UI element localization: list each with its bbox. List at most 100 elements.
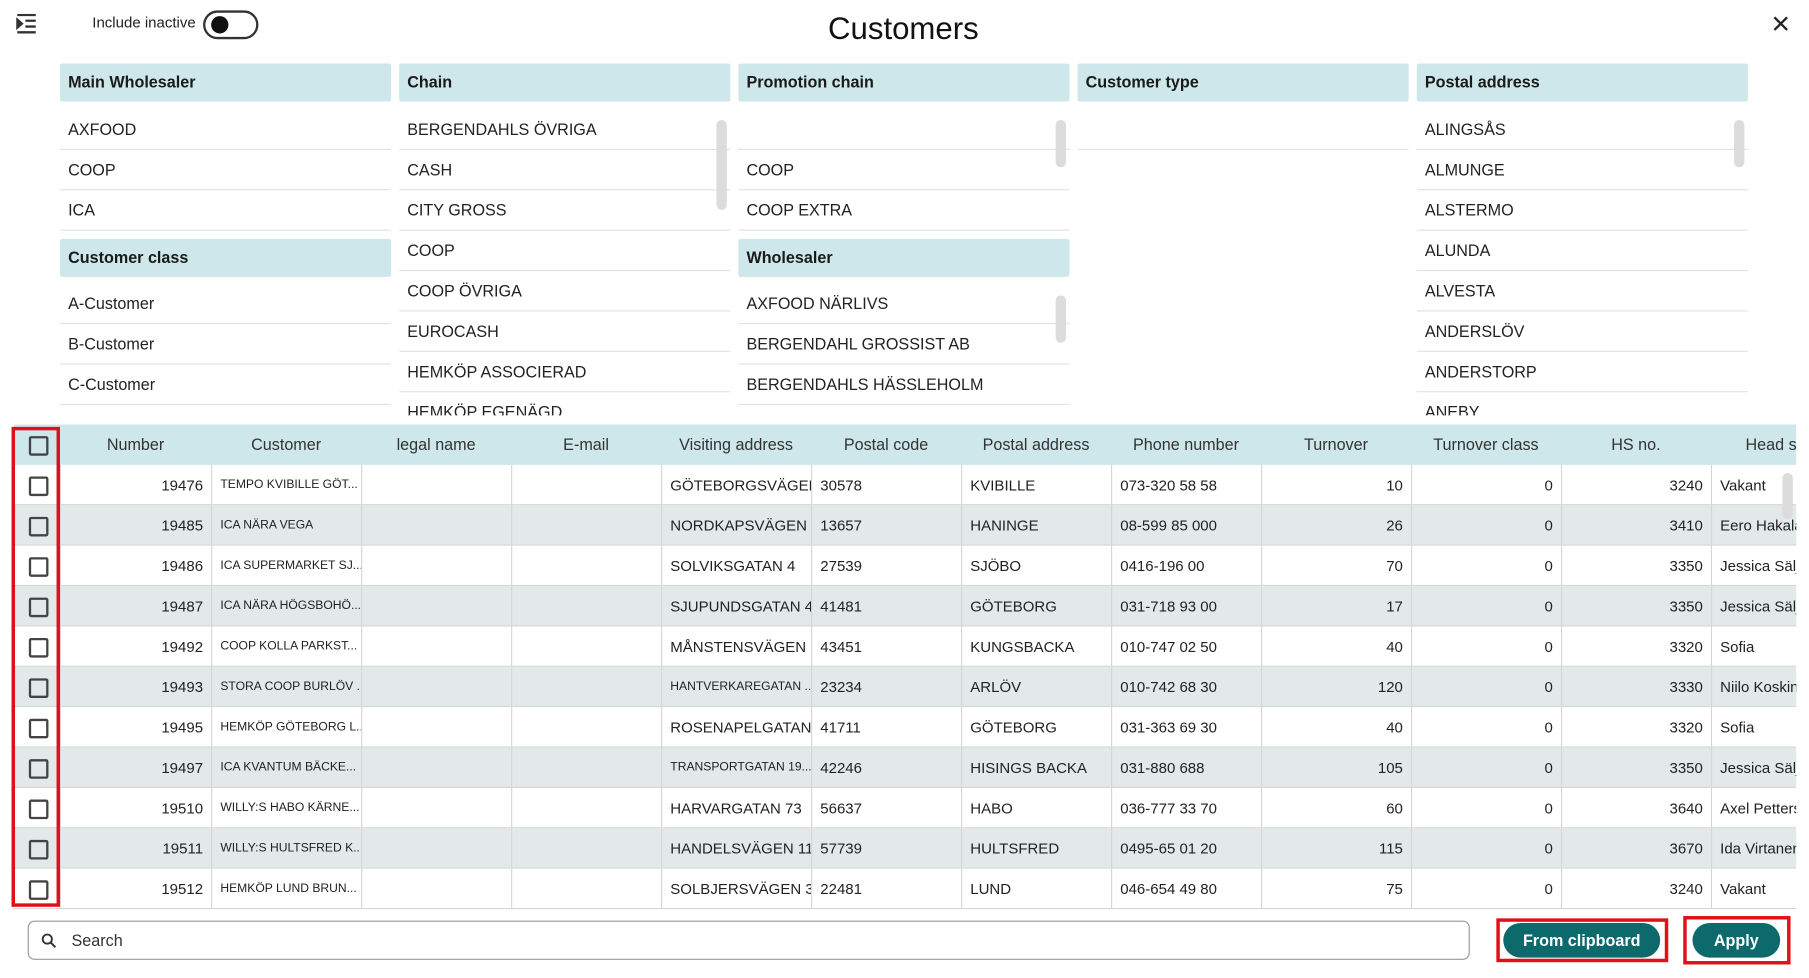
table-cell: 0	[1410, 464, 1561, 506]
filter-item[interactable]: ANDERSTORP	[1416, 352, 1748, 393]
filter-item[interactable]: BERGENDAHLS HÄSSLEHOLM	[738, 365, 1070, 405]
filter-item[interactable]: CITY GROSS	[399, 190, 731, 231]
filter-item[interactable]: ALMUNGE	[1416, 150, 1748, 191]
table-cell: HEMKÖP LUND BRUN...	[211, 868, 361, 910]
filter-item[interactable]: ANEBY	[1417, 392, 1748, 416]
filter-item[interactable]: B-Customer	[59, 324, 392, 365]
filter-item[interactable]: BERGENDAHL GROSSIST AB	[738, 324, 1070, 365]
table-cell: 19486	[59, 545, 211, 587]
filter-list	[1077, 110, 1409, 150]
filter-item[interactable]: A-Customer	[59, 284, 392, 325]
table-cell: STORA COOP BURLÖV ...	[211, 666, 361, 708]
table-cell: ICA NÄRA HÖGSBOHÖ...	[211, 586, 361, 627]
filter-item[interactable]: CASH	[399, 150, 731, 191]
filter-item[interactable]: COOP	[399, 231, 731, 272]
row-checkbox[interactable]	[28, 678, 49, 698]
table-cell	[361, 666, 511, 708]
filter-item[interactable]: COOP	[59, 150, 392, 191]
table-scrollbar[interactable]	[1782, 473, 1793, 520]
include-inactive-toggle[interactable]	[203, 10, 259, 40]
row-checkbox[interactable]	[28, 718, 49, 739]
filter-item[interactable]: AXFOOD	[59, 110, 392, 150]
filter-item[interactable]: ALINGSÅS	[1416, 110, 1748, 150]
row-checkbox[interactable]	[28, 880, 49, 900]
filter-item[interactable]: COOP EXTRA	[738, 190, 1070, 231]
row-checkbox[interactable]	[28, 799, 49, 820]
table-cell: 073-320 58 58	[1111, 464, 1261, 506]
filter-header: Customer class	[59, 238, 392, 277]
table-cell: ICA NÄRA VEGA	[211, 505, 361, 546]
table-cell: 031-363 69 30	[1111, 707, 1261, 748]
column-header: Number	[106, 434, 165, 454]
table-cell: 41481	[811, 586, 961, 627]
highlight-box	[11, 426, 60, 907]
filter-item[interactable]: HEMKÖP ASSOCIERAD	[399, 352, 731, 393]
table-cell: 036-777 33 70	[1111, 787, 1261, 829]
column-header: Postal code	[843, 434, 929, 454]
table-cell: 0	[1410, 505, 1561, 546]
filter-item[interactable]: AXFOOD NÄRLIVS	[738, 284, 1070, 325]
table-cell: 42246	[811, 747, 961, 788]
scrollbar-thumb[interactable]	[716, 119, 727, 210]
scrollbar-thumb[interactable]	[1734, 119, 1745, 168]
search-box[interactable]: Search	[27, 920, 1470, 960]
highlight-box	[1683, 916, 1791, 965]
menu-icon[interactable]	[16, 13, 37, 34]
filter-item[interactable]: ALSTERMO	[1416, 190, 1748, 231]
filter-item[interactable]: COOP ÖVRIGA	[399, 271, 731, 312]
search-placeholder: Search	[71, 931, 123, 950]
row-checkbox[interactable]	[28, 637, 49, 658]
table-cell: 19492	[59, 626, 211, 667]
filter-row[interactable]	[738, 110, 1070, 150]
filter-item[interactable]: ANDERSLÖV	[1416, 311, 1748, 352]
table-cell	[361, 545, 511, 587]
row-checkbox[interactable]	[28, 597, 49, 618]
table-cell: 08-599 85 000	[1111, 505, 1261, 546]
table-cell: 43451	[811, 626, 961, 667]
row-checkbox[interactable]	[28, 557, 49, 577]
toggle-knob	[211, 16, 229, 34]
row-checkbox[interactable]	[28, 516, 49, 537]
table-cell	[361, 586, 511, 627]
table-cell: 3330	[1560, 666, 1711, 708]
table-cell: 0	[1410, 586, 1561, 627]
table-cell: 115	[1260, 828, 1411, 869]
row-checkbox[interactable]	[28, 759, 49, 779]
table-cell	[511, 464, 661, 506]
filter-item[interactable]: ALVESTA	[1416, 271, 1748, 312]
table-cell	[361, 747, 511, 788]
row-checkbox[interactable]	[28, 839, 49, 860]
filter-item[interactable]: ALUNDA	[1416, 231, 1748, 272]
table-cell: TRANSPORTGATAN 19...	[661, 747, 811, 788]
table-cell: 3410	[1560, 505, 1711, 546]
scrollbar-thumb[interactable]	[1055, 295, 1067, 343]
filter-item[interactable]: C-Customer	[59, 365, 392, 405]
table-cell: Vakant	[1710, 868, 1796, 910]
column-header: E-mail	[563, 434, 609, 454]
table-cell: 0	[1410, 626, 1561, 667]
scrollbar-thumb[interactable]	[1055, 119, 1067, 168]
filter-row[interactable]	[1077, 110, 1409, 150]
filter-item[interactable]: EUROCASH	[399, 311, 731, 352]
table-cell: 26	[1260, 505, 1411, 546]
filter-list: BERGENDAHLS ÖVRIGA CASH CITY GROSS COOP COOP…	[399, 110, 731, 416]
filter-item[interactable]: COOP	[738, 150, 1070, 191]
table-cell: 0	[1410, 828, 1561, 869]
filter-item[interactable]: ICA	[59, 190, 392, 231]
table-cell: SOLVIKSGATAN 4	[661, 545, 811, 587]
apply-button[interactable]: Apply	[1692, 922, 1781, 958]
filter-item[interactable]: BERGENDAHLS ÖVRIGA	[399, 110, 731, 150]
table-cell	[361, 505, 511, 546]
row-checkbox[interactable]	[28, 476, 49, 497]
table-cell	[511, 707, 661, 748]
table-cell: SOLBJERSVÄGEN 32	[661, 868, 811, 910]
close-button[interactable]	[1773, 16, 1788, 31]
table-cell: HANTVERKAREGATAN ...	[661, 666, 811, 708]
from-clipboard-button[interactable]: From clipboard	[1503, 922, 1661, 958]
table-row	[13, 747, 1797, 788]
column-header: Head sales	[1745, 434, 1797, 454]
filter-item[interactable]: HEMKÖP EGENÄGD	[399, 392, 730, 416]
select-all-checkbox[interactable]	[28, 436, 49, 456]
dialog-title: Customers	[828, 11, 979, 47]
